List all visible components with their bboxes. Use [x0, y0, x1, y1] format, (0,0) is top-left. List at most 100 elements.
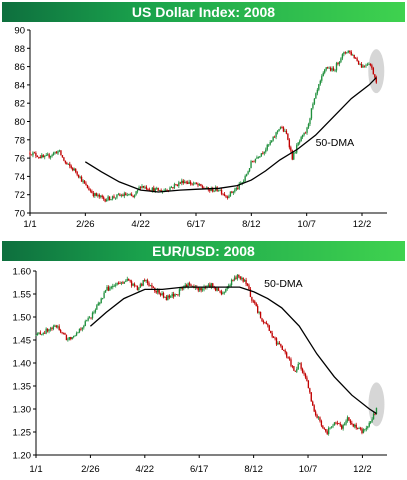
candle-down: [39, 157, 41, 158]
candle-down: [122, 282, 124, 284]
candle-down: [191, 183, 193, 185]
candle-down: [155, 291, 157, 293]
candle-down: [323, 428, 325, 430]
candle-up: [370, 421, 372, 423]
candle-down: [245, 279, 247, 285]
candle-down: [129, 280, 131, 282]
candle-up: [145, 280, 147, 282]
candle-down: [80, 328, 82, 330]
candle-down: [280, 344, 282, 347]
candle-up: [112, 285, 114, 288]
candle-up: [104, 290, 107, 293]
candle-down: [91, 190, 93, 193]
candle-up: [217, 190, 220, 192]
dma-line: [84, 77, 377, 193]
candle-up: [109, 287, 111, 291]
candle-down: [108, 196, 111, 201]
candle-up: [213, 190, 215, 192]
candle-down: [46, 328, 49, 332]
dma-line: [89, 286, 377, 415]
candle-up: [333, 422, 336, 426]
candle-down: [338, 423, 340, 424]
candle-up: [210, 188, 212, 191]
candle-up: [257, 157, 260, 159]
candle-up: [107, 196, 109, 200]
y-tick-label: 1.35: [13, 382, 32, 393]
candle-up: [74, 335, 76, 337]
candle-down: [275, 338, 278, 345]
candle-up: [178, 182, 180, 186]
candle-up: [163, 190, 165, 192]
y-tick-label: 74: [14, 172, 25, 183]
candle-up: [228, 196, 230, 198]
candle-up: [144, 186, 146, 188]
candle-up: [110, 287, 113, 289]
candle-up: [77, 332, 79, 334]
candle-up: [203, 286, 205, 290]
candle-up: [247, 171, 249, 175]
candle-up: [354, 424, 356, 427]
candle-up: [328, 67, 330, 69]
candle-up: [48, 329, 50, 332]
candle-down: [145, 186, 148, 190]
y-tick-label: 1.60: [13, 267, 32, 278]
candle-up: [133, 194, 136, 197]
candle-up: [123, 193, 125, 197]
candle-down: [88, 188, 90, 191]
candle-up: [113, 285, 115, 287]
candle-up: [97, 194, 99, 196]
candle-up: [303, 132, 305, 135]
candle-up: [368, 63, 370, 65]
candle-down: [77, 174, 80, 178]
candle-up: [334, 70, 336, 72]
candle-down: [58, 326, 60, 330]
candle-down: [136, 285, 139, 291]
candle-down: [200, 287, 202, 291]
candle-down: [38, 157, 40, 158]
candle-down: [353, 54, 355, 58]
candle-down: [349, 420, 352, 423]
candle-up: [184, 181, 186, 184]
candle-up: [306, 127, 308, 133]
candle-up: [117, 194, 120, 196]
candle-down: [159, 293, 162, 296]
candle-up: [169, 187, 171, 191]
candle-up: [364, 429, 366, 431]
candle-down: [148, 283, 150, 286]
candle-up: [238, 183, 240, 189]
candle-down: [101, 195, 103, 198]
candle-up: [154, 188, 156, 192]
chart-1-title: US Dollar Index: 2008: [2, 2, 405, 22]
candle-up: [342, 424, 344, 429]
candle-down: [29, 152, 31, 155]
candle-up: [367, 426, 369, 428]
y-tick-label: 84: [14, 80, 25, 91]
candle-down: [274, 337, 276, 339]
candle-up: [265, 149, 267, 152]
candle-down: [287, 356, 289, 359]
candle-up: [222, 292, 224, 295]
candle-up: [68, 336, 70, 340]
candle-down: [70, 166, 72, 168]
candle-down: [66, 162, 68, 165]
candle-down: [33, 152, 36, 154]
candle-down: [242, 277, 244, 282]
candle-up: [236, 274, 239, 279]
candle-down: [36, 155, 39, 158]
candle-up: [84, 321, 86, 327]
candle-down: [153, 187, 155, 192]
candle-up: [54, 325, 56, 327]
candle-down: [352, 424, 354, 427]
candle-up: [330, 426, 333, 428]
candle-up: [35, 335, 37, 337]
candle-up: [41, 155, 43, 158]
candle-down: [181, 288, 183, 289]
candle-up: [335, 63, 338, 71]
candle-up: [161, 293, 163, 296]
candle-down: [284, 350, 286, 353]
candle-down: [265, 322, 268, 325]
candle-up: [315, 93, 317, 99]
candle-down: [288, 139, 291, 148]
candle-up: [32, 152, 34, 156]
candle-up: [58, 150, 61, 152]
